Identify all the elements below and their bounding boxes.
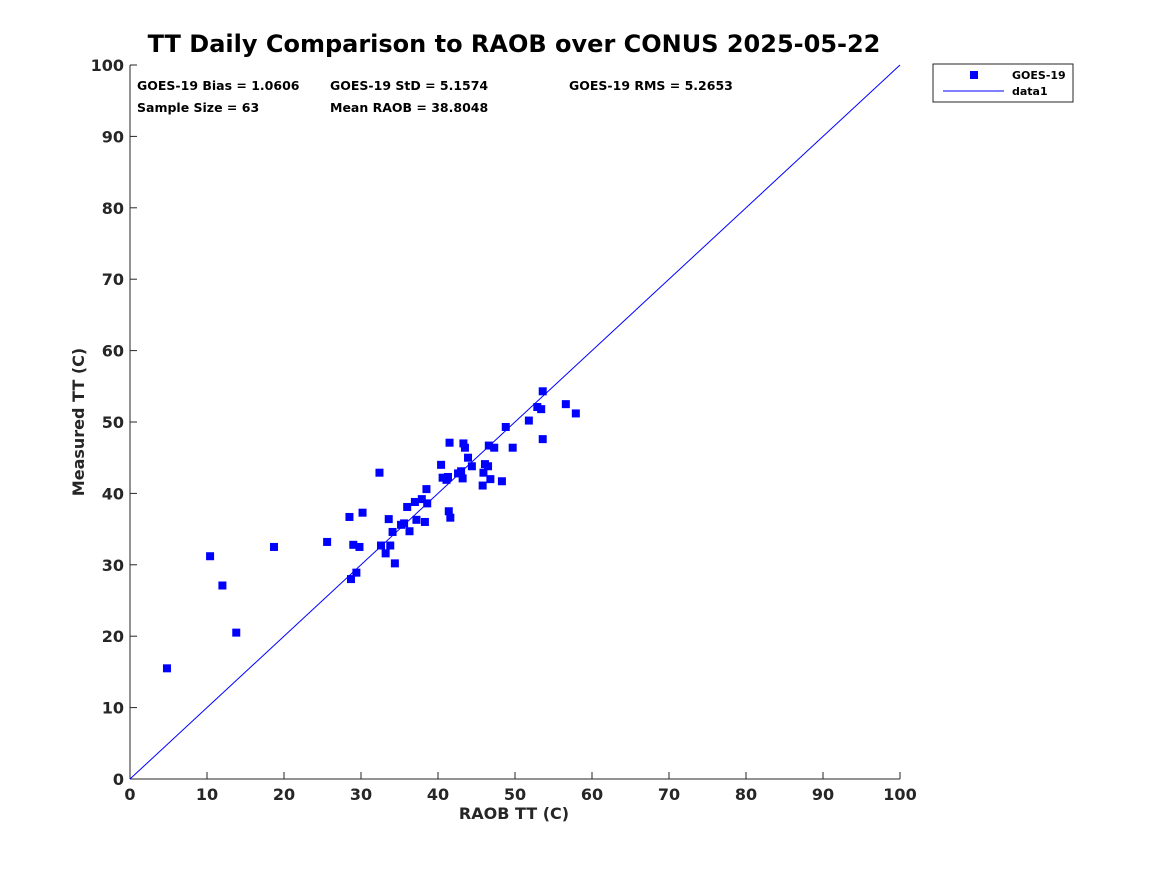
- data-point: [467, 462, 476, 471]
- x-tick-label: 20: [273, 785, 295, 804]
- data-point: [352, 568, 361, 577]
- data-point: [484, 441, 493, 450]
- y-tick-label: 50: [102, 413, 124, 432]
- stat-bias: GOES-19 Bias = 1.0606: [137, 78, 300, 93]
- data-point: [423, 499, 432, 508]
- x-ticks: 0 10 20 30 40 50 60 70 80 90 100: [124, 772, 917, 804]
- data-point: [420, 517, 429, 526]
- data-point: [501, 422, 510, 431]
- data-point: [445, 438, 454, 447]
- data-point: [486, 475, 495, 484]
- data-point: [538, 387, 547, 396]
- scatter-points: [162, 387, 580, 673]
- data-point: [403, 502, 412, 511]
- data-point: [497, 477, 506, 486]
- data-point: [355, 542, 364, 551]
- data-point: [386, 541, 395, 550]
- data-point: [349, 540, 358, 549]
- data-point: [464, 453, 473, 462]
- data-point: [459, 439, 468, 448]
- data-point: [269, 542, 278, 551]
- y-tick-label: 30: [102, 556, 124, 575]
- stats-annotations: GOES-19 Bias = 1.0606 GOES-19 StD = 5.15…: [137, 78, 733, 115]
- data-point: [478, 481, 487, 490]
- y-tick-label: 60: [102, 342, 124, 361]
- data-point: [410, 497, 419, 506]
- data-point: [388, 527, 397, 536]
- data-point: [571, 409, 580, 418]
- data-point: [508, 443, 517, 452]
- data-point: [390, 559, 399, 568]
- x-tick-label: 10: [196, 785, 218, 804]
- data-point: [422, 485, 431, 494]
- data-point: [412, 515, 421, 524]
- data-point: [524, 416, 533, 425]
- data-point: [375, 468, 384, 477]
- x-axis-label: RAOB TT (C): [459, 804, 569, 823]
- data-point: [479, 468, 488, 477]
- legend-box: [932, 63, 1074, 103]
- x-tick-label: 40: [427, 785, 449, 804]
- x-tick-label: 30: [350, 785, 372, 804]
- data-point: [405, 527, 414, 536]
- data-point: [457, 467, 466, 476]
- chart-title: TT Daily Comparison to RAOB over CONUS 2…: [148, 30, 881, 58]
- data-point: [218, 581, 227, 590]
- stat-sample-size: Sample Size = 63: [137, 100, 259, 115]
- data-point: [458, 474, 467, 483]
- data-point: [484, 462, 493, 471]
- stat-std: GOES-19 StD = 5.1574: [330, 78, 488, 93]
- data-point: [446, 513, 455, 522]
- y-tick-label: 0: [113, 770, 124, 789]
- data-point: [444, 507, 453, 516]
- x-tick-label: 0: [124, 785, 135, 804]
- legend-marker-goes19: [970, 71, 978, 79]
- data-point: [490, 443, 499, 452]
- data-point: [345, 512, 354, 521]
- x-tick-label: 70: [658, 785, 680, 804]
- y-ticks: 0 10 20 30 40 50 60 70 80 90 100: [91, 56, 137, 789]
- legend[interactable]: GOES-19 data1: [932, 63, 1074, 103]
- data-point: [437, 460, 446, 469]
- data-point: [400, 519, 409, 528]
- stat-mean-raob: Mean RAOB = 38.8048: [330, 100, 488, 115]
- data-point: [537, 405, 546, 414]
- data-point: [162, 664, 171, 673]
- data-point: [323, 537, 332, 546]
- data-point: [206, 552, 215, 561]
- y-tick-label: 20: [102, 627, 124, 646]
- stat-rms: GOES-19 RMS = 5.2653: [569, 78, 733, 93]
- x-tick-label: 100: [883, 785, 916, 804]
- data-point: [358, 508, 367, 517]
- x-tick-label: 80: [735, 785, 757, 804]
- data-point: [538, 435, 547, 444]
- y-tick-label: 10: [102, 699, 124, 718]
- data-point: [377, 541, 386, 550]
- legend-label-goes19: GOES-19: [1012, 69, 1066, 82]
- y-tick-label: 70: [102, 270, 124, 289]
- data-point: [460, 443, 469, 452]
- series-line-data1: [129, 64, 901, 780]
- data-point: [561, 400, 570, 409]
- y-tick-label: 100: [91, 56, 124, 75]
- x-tick-label: 60: [581, 785, 603, 804]
- legend-label-data1: data1: [1012, 85, 1048, 98]
- data-point: [232, 628, 241, 637]
- y-tick-label: 90: [102, 127, 124, 146]
- data-point: [384, 515, 393, 524]
- y-axis-label: Measured TT (C): [69, 348, 88, 496]
- data-point: [444, 472, 453, 481]
- y-tick-label: 40: [102, 484, 124, 503]
- x-tick-label: 50: [504, 785, 526, 804]
- y-tick-label: 80: [102, 199, 124, 218]
- data-point: [381, 549, 390, 558]
- data-point: [346, 575, 355, 584]
- data-point: [417, 495, 426, 504]
- x-tick-label: 90: [812, 785, 834, 804]
